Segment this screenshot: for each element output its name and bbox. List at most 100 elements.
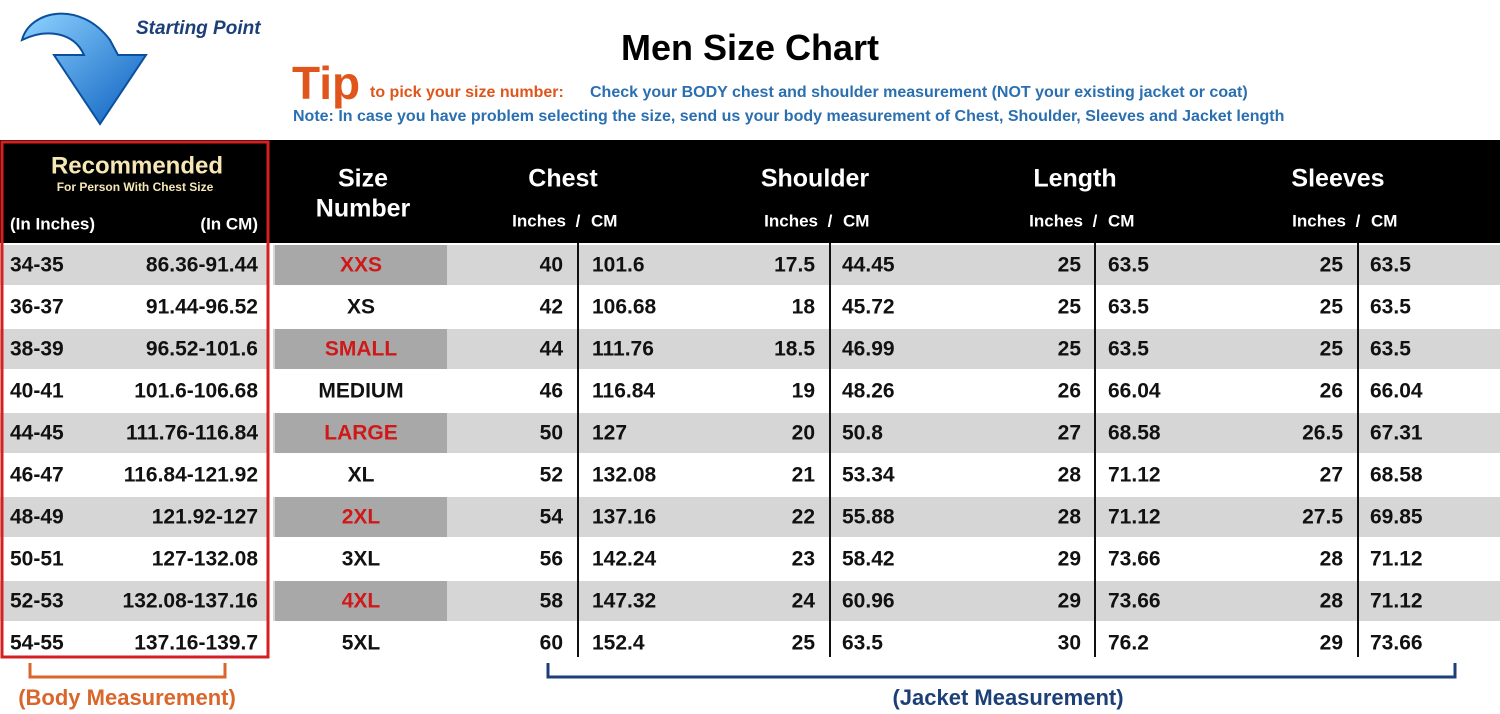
unit-label: CM <box>1108 211 1134 230</box>
row-background <box>0 497 1500 537</box>
unit-label: Inches <box>1029 211 1083 230</box>
tip-lead: to pick your size number: <box>370 84 564 101</box>
cell: 63.5 <box>1108 296 1149 319</box>
cell: 73.66 <box>1108 548 1161 571</box>
size-cell-background <box>275 413 447 453</box>
cell: 28 <box>1320 590 1344 613</box>
starting-point: Starting Point <box>136 18 261 39</box>
cell: 23 <box>792 548 815 571</box>
size-label: SMALL <box>325 338 397 361</box>
cell: 24 <box>792 590 816 613</box>
cell: 63.5 <box>1370 338 1411 361</box>
unit-label: CM <box>591 211 617 230</box>
cell: 28 <box>1320 548 1344 571</box>
cell: 28 <box>1058 464 1082 487</box>
unit-label: / <box>576 211 581 230</box>
cell: 45.72 <box>842 296 895 319</box>
cell: 25 <box>1058 338 1082 361</box>
note: Note: In case you have problem selecting… <box>293 108 1284 125</box>
cell: 68.58 <box>1370 464 1423 487</box>
cell: 106.68 <box>592 296 657 319</box>
recommended-border <box>0 140 270 659</box>
cell: 127-132.08 <box>152 548 259 571</box>
cell: 44-45 <box>10 422 64 445</box>
cell: 27 <box>1058 422 1081 445</box>
column-header: Shoulder <box>761 165 870 193</box>
cell: 25 <box>792 632 816 655</box>
cell: 27.5 <box>1302 506 1343 529</box>
size-header: Size <box>338 165 388 193</box>
jacket-label: (Jacket Measurement) <box>892 685 1123 710</box>
body-label: (Body Measurement) <box>18 685 236 710</box>
cell: 52-53 <box>10 590 64 613</box>
cell: 40-41 <box>10 380 64 403</box>
size-label: 4XL <box>342 590 381 613</box>
cell: 101.6 <box>592 254 645 277</box>
recommended-subtitle: For Person With Chest Size <box>57 180 214 194</box>
rows: 34-35 86.36-91.44 XXS 40 101.6 17.5 44.45 25 63.… <box>0 140 1500 659</box>
cell: 46-47 <box>10 464 64 487</box>
cell: 50 <box>540 422 563 445</box>
cell: 111.76 <box>592 338 654 361</box>
cell: 53.34 <box>842 464 895 487</box>
cell: 56 <box>540 548 563 571</box>
cell: 25 <box>1058 254 1082 277</box>
recommended-title: Recommended <box>51 152 223 179</box>
cell: 71.12 <box>1370 548 1423 571</box>
cell: 40 <box>540 254 563 277</box>
jacket-bracket <box>546 663 1457 679</box>
cell: 68.58 <box>1108 422 1161 445</box>
cell: 63.5 <box>842 632 883 655</box>
cell: 137.16-139.7 <box>134 632 258 655</box>
unit-label: CM <box>1371 211 1397 230</box>
cell: 142.24 <box>592 548 657 571</box>
unit-label: / <box>1093 211 1098 230</box>
cell: 132.08 <box>592 464 657 487</box>
cell: 111.76-116.84 <box>126 422 258 445</box>
cell: 34-35 <box>10 254 64 277</box>
column-header: Length <box>1033 165 1116 193</box>
cell: 30 <box>1058 632 1081 655</box>
unit-label: Inches <box>512 211 566 230</box>
cell: 86.36-91.44 <box>146 254 258 277</box>
cell: 67.31 <box>1370 422 1423 445</box>
cell: 25 <box>1320 338 1344 361</box>
cell: 48.26 <box>842 380 895 403</box>
cell: 25 <box>1320 254 1344 277</box>
cell: 50.8 <box>842 422 883 445</box>
cell: 27 <box>1320 464 1343 487</box>
size-label: XS <box>347 296 375 319</box>
cell: 101.6-106.68 <box>134 380 258 403</box>
cell: 54 <box>540 506 564 529</box>
row-background <box>0 329 1500 369</box>
cell: 18.5 <box>774 338 815 361</box>
row-background <box>0 581 1500 621</box>
cell: 60.96 <box>842 590 895 613</box>
size-label: XL <box>348 464 375 487</box>
cell: 21 <box>792 464 816 487</box>
cell: 66.04 <box>1108 380 1161 403</box>
cell: 26.5 <box>1302 422 1343 445</box>
header-band <box>0 140 1500 243</box>
size-cell-background <box>275 245 447 285</box>
cell: 17.5 <box>774 254 815 277</box>
size-cell-background <box>275 497 447 537</box>
cell: 71.12 <box>1370 590 1423 613</box>
cell: 63.5 <box>1108 254 1149 277</box>
title: Men Size Chart <box>621 27 879 68</box>
cell: 46 <box>540 380 563 403</box>
column-header: Sleeves <box>1291 165 1384 193</box>
cell: 73.66 <box>1370 632 1423 655</box>
size-header: Number <box>316 195 411 223</box>
size-cell-background <box>275 581 447 621</box>
cell: 71.12 <box>1108 506 1161 529</box>
cell: 46.99 <box>842 338 895 361</box>
cell: 42 <box>540 296 563 319</box>
cell: 116.84-121.92 <box>124 464 258 487</box>
cell: 28 <box>1058 506 1082 529</box>
cell: 63.5 <box>1370 296 1411 319</box>
cell: 25 <box>1320 296 1344 319</box>
unit-label: / <box>1356 211 1361 230</box>
row-background <box>0 245 1500 285</box>
size-label: XXS <box>340 254 382 277</box>
